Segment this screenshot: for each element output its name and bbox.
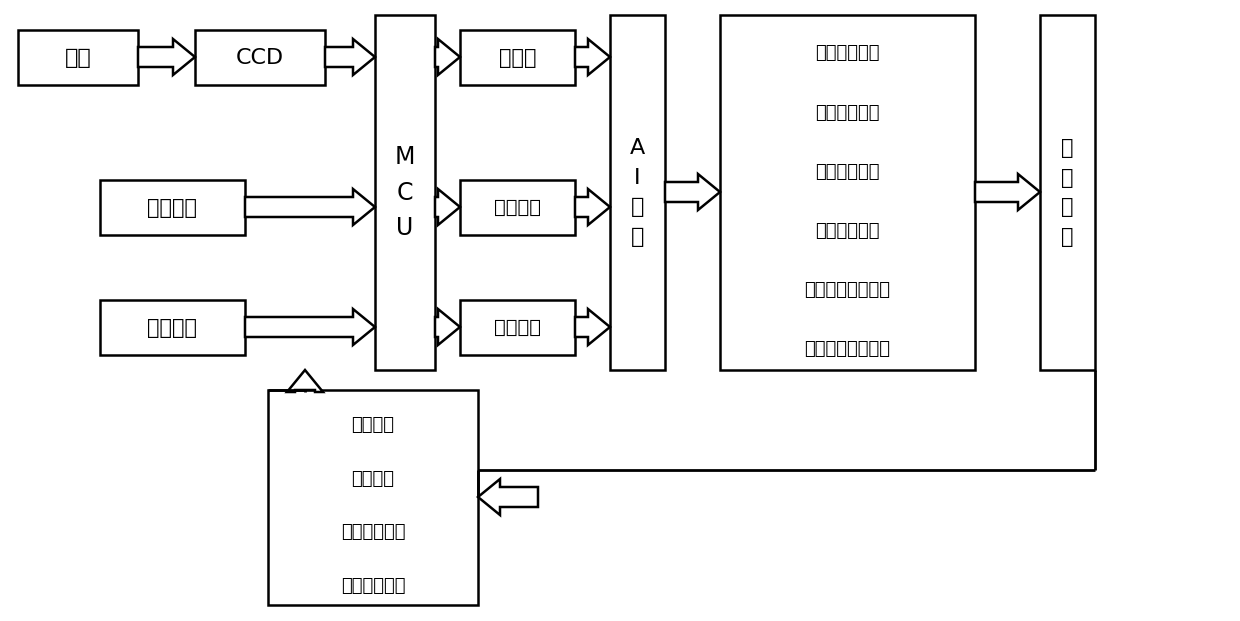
Text: 二氧化碳浓度: 二氧化碳浓度 <box>341 577 405 595</box>
Polygon shape <box>575 309 610 345</box>
Polygon shape <box>975 174 1040 210</box>
Bar <box>460 180 575 235</box>
Polygon shape <box>477 479 538 515</box>
Bar <box>1040 15 1095 370</box>
Text: 一氧化碳检测模型: 一氧化碳检测模型 <box>805 340 890 358</box>
Text: A
I
芯
片: A I 芯 片 <box>630 138 645 247</box>
Polygon shape <box>665 174 720 210</box>
Bar <box>195 30 325 85</box>
Text: 一氧化碳浓度: 一氧化碳浓度 <box>341 524 405 542</box>
Polygon shape <box>325 39 374 75</box>
Text: 二氧化碳检测模型: 二氧化碳检测模型 <box>805 281 890 299</box>
Text: 氧气检测模型: 氧气检测模型 <box>815 163 879 181</box>
Text: 综
合
推
导: 综 合 推 导 <box>1061 138 1074 247</box>
Polygon shape <box>138 39 195 75</box>
Polygon shape <box>246 189 374 225</box>
Bar <box>460 30 575 85</box>
Bar <box>610 15 665 370</box>
Text: 甲烷浓度: 甲烷浓度 <box>351 416 394 434</box>
Polygon shape <box>435 39 460 75</box>
Bar <box>374 15 435 370</box>
Bar <box>720 15 975 370</box>
Text: 水汽干扰模型: 水汽干扰模型 <box>815 104 879 122</box>
Text: 粉尘干扰模型: 粉尘干扰模型 <box>815 222 879 240</box>
Text: CCD: CCD <box>236 47 284 68</box>
Text: 光谱: 光谱 <box>64 47 92 68</box>
Polygon shape <box>575 189 610 225</box>
Polygon shape <box>286 370 322 392</box>
Text: 数值处理: 数值处理 <box>494 198 541 217</box>
Bar <box>100 180 246 235</box>
Bar <box>100 300 246 355</box>
Polygon shape <box>575 39 610 75</box>
Text: 氧气浓度: 氧气浓度 <box>351 469 394 487</box>
Text: 温度检测: 温度检测 <box>148 317 197 337</box>
Polygon shape <box>435 309 460 345</box>
Bar <box>460 300 575 355</box>
Polygon shape <box>246 309 374 345</box>
Bar <box>19 30 138 85</box>
Text: 数值处理: 数值处理 <box>494 318 541 337</box>
Text: 预处理: 预处理 <box>498 47 536 68</box>
Polygon shape <box>435 189 460 225</box>
Text: 气压检测: 气压检测 <box>148 197 197 217</box>
Bar <box>268 390 477 605</box>
Text: 甲烷检测模型: 甲烷检测模型 <box>815 45 879 63</box>
Text: M
C
U: M C U <box>394 145 415 240</box>
